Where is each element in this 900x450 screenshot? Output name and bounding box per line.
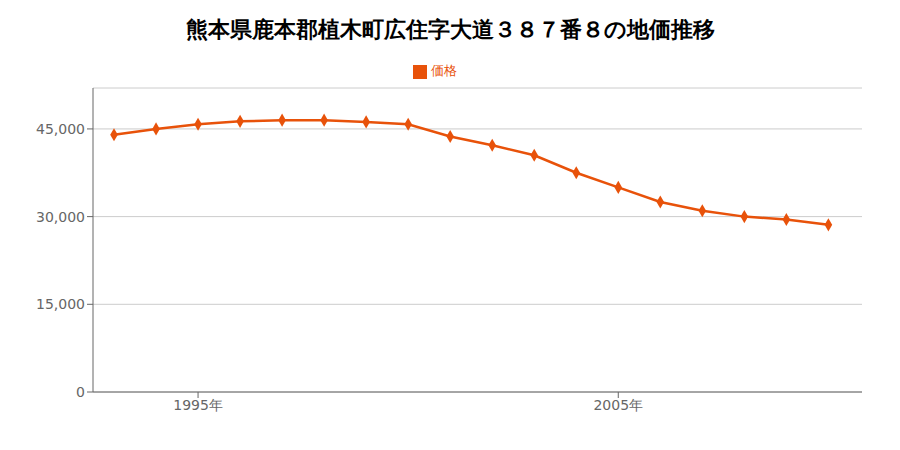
html-text:熊本県鹿本郡植木町広住字大道３８７番８の地価推移: 熊本県鹿本郡植木町広住字大道３８７番８の地価推移 <box>185 17 715 42</box>
svg-text:30,000: 30,000 <box>36 209 85 225</box>
svg-text:45,000: 45,000 <box>36 121 85 137</box>
svg-text:15,000: 15,000 <box>36 296 85 312</box>
svg-text:2005年: 2005年 <box>593 397 643 413</box>
svg-text:0: 0 <box>76 384 85 400</box>
svg-text:1995年: 1995年 <box>173 397 223 413</box>
html-text:価格: 価格 <box>431 63 457 78</box>
